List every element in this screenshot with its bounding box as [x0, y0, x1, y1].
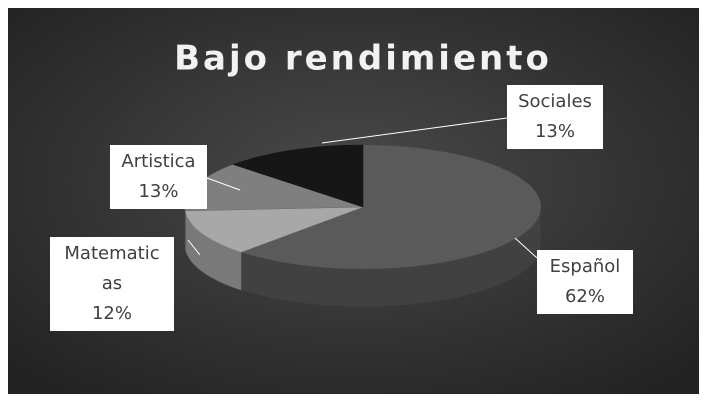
slice	[185, 206, 364, 253]
value-label: 62%	[564, 286, 605, 307]
category-label: Artistica	[121, 151, 196, 172]
slice	[232, 144, 364, 208]
data-label: Artistica 13%	[110, 145, 207, 209]
leader-line	[206, 177, 241, 191]
category-label: Español	[549, 256, 621, 277]
category-label: Matematicas	[64, 243, 160, 294]
leader-line	[514, 237, 538, 259]
value-label: 12%	[91, 303, 132, 324]
leader-lines	[187, 117, 538, 259]
value-label: 13%	[534, 121, 575, 142]
data-label: Matematicas 12%	[50, 237, 174, 331]
leader-line	[187, 239, 201, 256]
data-label: Español 62%	[537, 250, 633, 314]
value-label: 13%	[138, 181, 179, 202]
category-label: Sociales	[518, 91, 592, 112]
pie-tops	[184, 144, 542, 270]
chart-title: Bajo rendimiento	[174, 39, 552, 79]
data-label: Sociales 13%	[507, 85, 603, 149]
leader-line	[321, 117, 508, 144]
slice	[240, 144, 542, 270]
